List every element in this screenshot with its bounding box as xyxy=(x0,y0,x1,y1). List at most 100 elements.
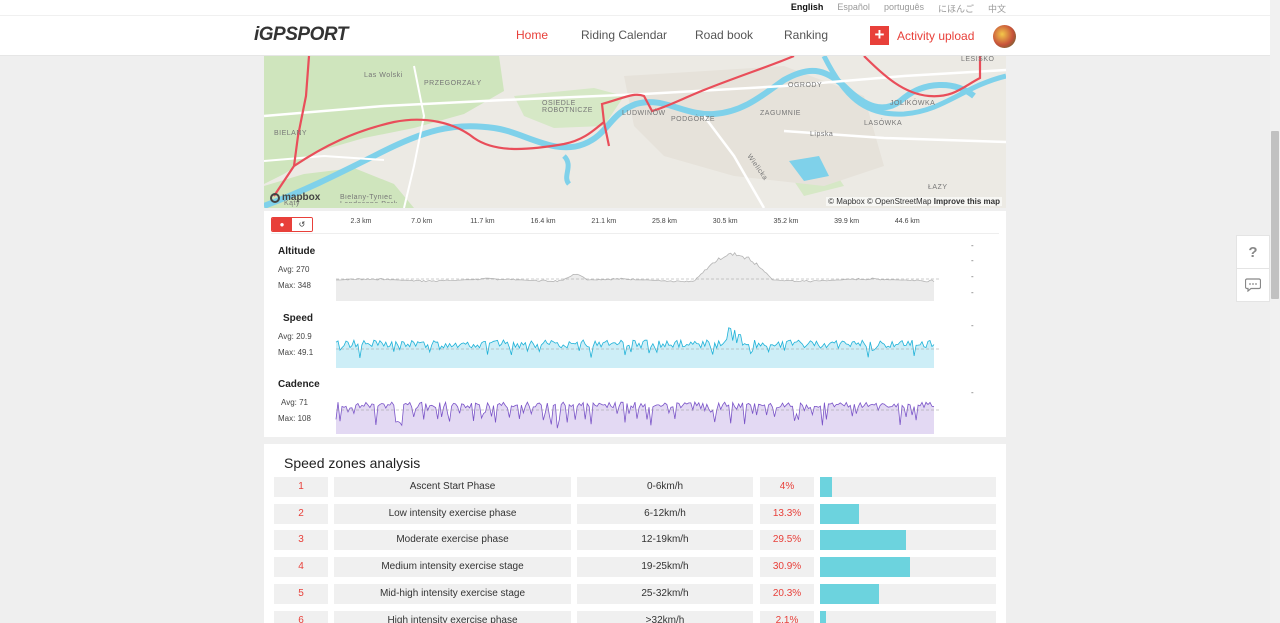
map-label: ZAGUMNIE xyxy=(760,110,801,117)
distance-tick-label: 7.0 km xyxy=(411,218,433,225)
nav-riding-calendar[interactable]: Riding Calendar xyxy=(581,28,668,42)
page-scrollbar[interactable] xyxy=(1270,0,1280,623)
cadence-avg-value: 71 xyxy=(299,398,309,407)
speed-zones-panel: Speed zones analysis 1 Ascent Start Phase… xyxy=(264,444,1006,623)
route-map[interactable]: Las Wolski PRZEGORZAŁY OSIEDLE ROBOTNICZ… xyxy=(264,56,1006,208)
map-pond xyxy=(562,154,572,186)
axis-marker: - xyxy=(971,241,974,250)
zone-name: Moderate exercise phase xyxy=(334,530,571,551)
zone-bar-track xyxy=(820,503,996,524)
zone-range: >32km/h xyxy=(577,610,753,623)
cadence-max: Max: 108 xyxy=(278,414,311,423)
map-label: LESISKO xyxy=(961,56,995,63)
zone-range: 6-12km/h xyxy=(577,503,753,524)
help-button[interactable]: ? xyxy=(1236,235,1270,269)
map-label: BIELANY xyxy=(274,130,308,137)
map-river-east xyxy=(821,56,1006,117)
language-option[interactable]: 中文 xyxy=(987,4,1006,14)
nav-road-book[interactable]: Road book xyxy=(695,28,754,42)
zone-row: 2 Low intensity exercise phase 6-12km/h 13.… xyxy=(274,503,996,524)
zone-number: 2 xyxy=(274,503,328,524)
zone-bar-fill xyxy=(820,530,906,551)
language-option[interactable]: にほんご xyxy=(937,4,974,14)
activity-upload-label: Activity upload xyxy=(897,28,975,43)
mapbox-logo[interactable]: mapbox xyxy=(270,192,320,203)
improve-map-link[interactable]: Improve this map xyxy=(933,197,1000,206)
map-attribution-text[interactable]: © Mapbox © OpenStreetMap xyxy=(828,197,932,206)
speed-line xyxy=(335,327,935,358)
language-option[interactable]: Español xyxy=(837,2,870,12)
nav-home[interactable]: Home xyxy=(516,28,549,42)
zone-percent: 4% xyxy=(760,477,814,497)
distance-axis: 2.3 km 7.0 km 11.7 km 16.4 km 21.1 km 25.8 km… xyxy=(264,218,1006,230)
zone-bar-track xyxy=(820,610,996,623)
map-road-lipska xyxy=(783,129,1006,144)
zone-range: 25-32km/h xyxy=(577,583,753,604)
zone-percent: 30.9% xyxy=(760,557,814,578)
zone-bar-fill xyxy=(820,583,879,604)
speed-max-value: 49.1 xyxy=(297,348,314,357)
distance-tick-label: 25.8 km xyxy=(652,218,677,225)
mapbox-ring-icon xyxy=(270,192,280,203)
map-label: LUDWINÓW xyxy=(622,110,666,117)
scrollbar-thumb[interactable] xyxy=(1271,131,1279,299)
zone-name: Medium intensity exercise stage xyxy=(334,557,571,578)
zone-row: 3 Moderate exercise phase 12-19km/h 29.5% xyxy=(274,530,996,551)
zone-bar-fill xyxy=(820,557,910,578)
reset-icon[interactable]: ↺ xyxy=(292,218,312,231)
igpsport-logo[interactable]: iGPSPORT xyxy=(254,24,348,45)
distance-tick-label: 2.3 km xyxy=(350,218,372,225)
map-label: LASÓWKA xyxy=(864,120,903,127)
map-label: Las Wolski xyxy=(364,72,403,79)
cadence-title: Cadence xyxy=(278,379,320,390)
speed-avg-label: Avg: xyxy=(278,332,294,341)
avatar[interactable] xyxy=(993,25,1016,48)
map-attribution: © Mapbox © OpenStreetMap Improve this ma… xyxy=(826,197,1002,206)
axis-divider xyxy=(271,233,999,234)
zone-row: 1 Ascent Start Phase 0-6km/h 4% xyxy=(274,477,996,497)
axis-marker: - xyxy=(971,388,974,397)
map-label: Bielany-Tyniec Landscape Park xyxy=(340,194,397,203)
zone-row: 5 Mid-high intensity exercise stage 25-32k… xyxy=(274,583,996,604)
map-label: PRZEGORZAŁY xyxy=(424,80,482,87)
map-label: OSIEDLE ROBOTNICZE xyxy=(542,100,593,114)
axis-marker: - xyxy=(971,272,974,281)
language-option[interactable]: português xyxy=(883,2,924,12)
cadence-area xyxy=(336,402,934,434)
chart-mode-toggle: ● ↺ xyxy=(271,217,313,232)
map-label: PODGÓRZE xyxy=(671,116,716,123)
map-forest-southwest xyxy=(264,168,414,208)
zone-bar-fill xyxy=(820,503,859,524)
zone-number: 3 xyxy=(274,530,328,551)
map-forest-west xyxy=(264,56,504,184)
zone-bar-fill xyxy=(820,477,832,497)
map-label: Kąty xyxy=(284,200,301,207)
speed-avg-value: 20.9 xyxy=(296,332,312,341)
cadence-avg: Avg: 71 xyxy=(281,398,308,407)
altitude-line xyxy=(335,251,935,283)
map-road-3 xyxy=(403,65,426,208)
zone-range: 0-6km/h xyxy=(577,477,753,497)
zone-percent: 13.3% xyxy=(760,503,814,524)
language-option[interactable]: English xyxy=(790,2,824,12)
site-header: iGPSPORT Home Riding Calendar Road book … xyxy=(0,15,1270,56)
map-lake xyxy=(789,156,829,181)
speed-max-label: Max: xyxy=(278,348,296,357)
plus-icon: + xyxy=(870,26,889,45)
ride-chart-svg[interactable]: - - - - - - xyxy=(264,211,1006,437)
map-label: Lipska xyxy=(810,131,834,138)
nav-ranking[interactable]: Ranking xyxy=(784,28,829,42)
speed-area xyxy=(336,327,934,368)
zone-name: Ascent Start Phase xyxy=(334,477,571,497)
feedback-button[interactable] xyxy=(1236,268,1270,302)
zone-range: 19-25km/h xyxy=(577,557,753,578)
location-pin-icon[interactable]: ● xyxy=(272,218,292,231)
distance-tick-label: 39.9 km xyxy=(834,218,860,225)
ride-charts-panel: ● ↺ 2.3 km 7.0 km 11.7 km 16.4 km 21.1 km 25.… xyxy=(264,211,1006,437)
zone-name: High intensity exercise phase xyxy=(334,610,571,623)
question-icon: ? xyxy=(1248,243,1258,261)
zone-percent: 2.1% xyxy=(760,610,814,623)
activity-upload-button[interactable]: + Activity upload xyxy=(870,26,974,45)
zone-percent: 20.3% xyxy=(760,583,814,604)
map-route-line xyxy=(273,56,982,197)
